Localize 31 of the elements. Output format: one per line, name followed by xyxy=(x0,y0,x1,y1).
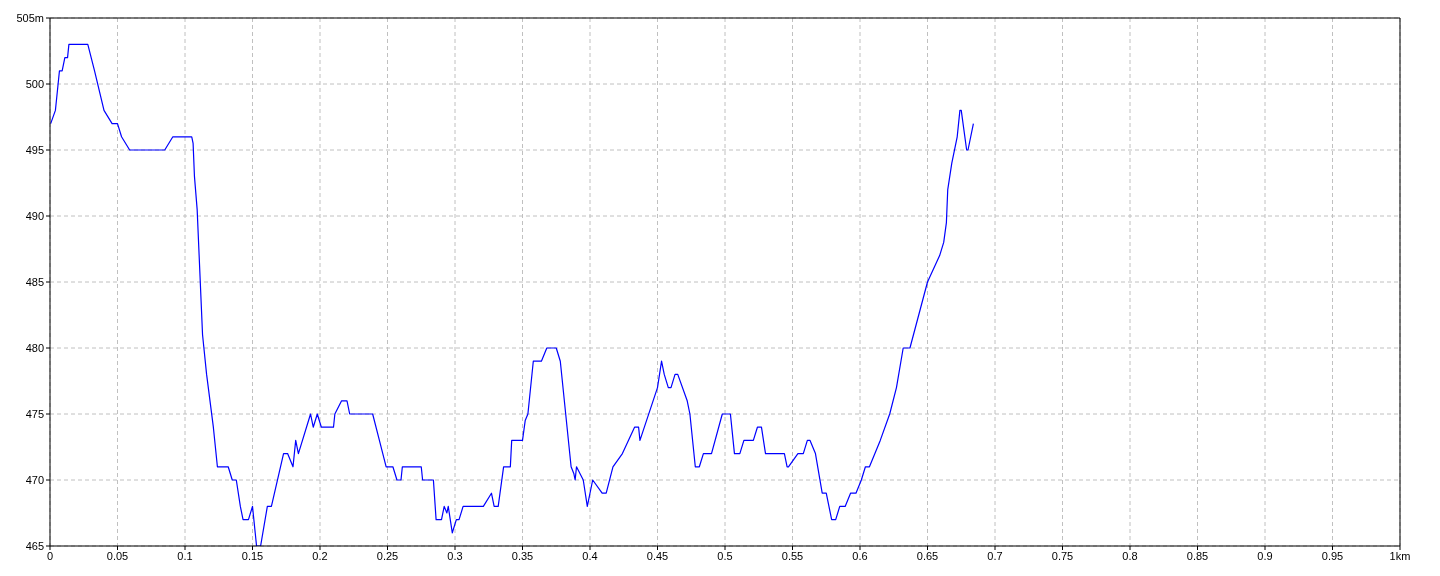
y-tick-label: 495 xyxy=(25,143,44,156)
x-tick-label: 0.2 xyxy=(312,549,328,562)
x-tick-label: 0.95 xyxy=(1321,549,1344,562)
x-tick-label: 0.65 xyxy=(916,549,939,562)
y-tick-label: 475 xyxy=(25,407,44,420)
x-tick-label: 0.05 xyxy=(106,549,129,562)
y-tick-label: 500 xyxy=(25,77,44,90)
y-tick-label: 505m xyxy=(16,11,44,24)
x-tick-label: 0.5 xyxy=(717,549,733,562)
x-tick-label: 0.15 xyxy=(241,549,264,562)
x-tick-label: 1km xyxy=(1389,549,1411,562)
y-tick-label: 490 xyxy=(25,209,44,222)
x-tick-label: 0.1 xyxy=(177,549,193,562)
line-series xyxy=(50,43,974,546)
x-tick-label: 0.4 xyxy=(582,549,598,562)
y-tick-label: 485 xyxy=(25,275,44,288)
y-tick-label: 470 xyxy=(25,473,44,486)
x-tick-label: 0.25 xyxy=(376,549,399,562)
y-tick-label: 465 xyxy=(25,539,44,552)
x-tick-label: 0.6 xyxy=(852,549,868,562)
x-tick-label: 0.45 xyxy=(646,549,669,562)
x-tick-label: 0.35 xyxy=(511,549,534,562)
x-tick-label: 0.75 xyxy=(1051,549,1074,562)
x-tick-label: 0.3 xyxy=(447,549,463,562)
x-tick-label: 0.8 xyxy=(1122,549,1138,562)
x-tick-label: 0 xyxy=(46,549,54,562)
y-tick-label: 480 xyxy=(25,341,44,354)
x-tick-label: 0.7 xyxy=(987,549,1003,562)
x-tick-label: 0.85 xyxy=(1186,549,1209,562)
x-tick-label: 0.55 xyxy=(781,549,804,562)
x-tick-label: 0.9 xyxy=(1257,549,1273,562)
